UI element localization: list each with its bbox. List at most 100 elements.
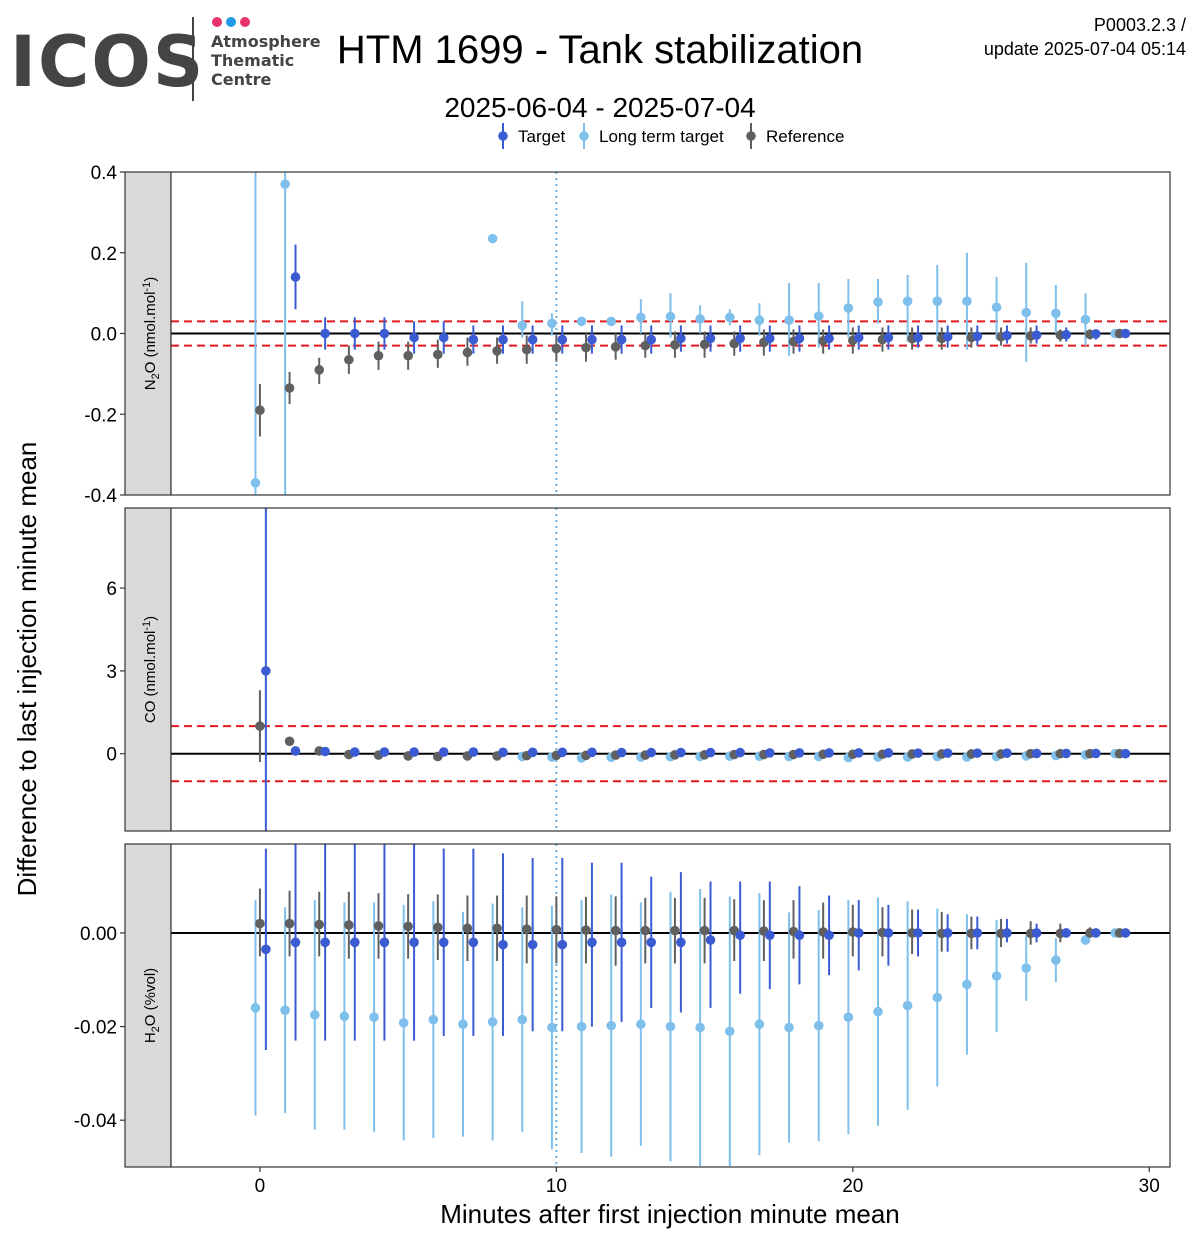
data-point: [705, 935, 716, 945]
logo: ICOS Atmosphere Thematic Centre: [10, 17, 321, 103]
logo-sub-2: Thematic: [211, 51, 294, 70]
data-point: [765, 333, 775, 344]
legend-item-2: Long term target: [579, 123, 724, 149]
data-point: [438, 937, 449, 948]
data-point: [962, 979, 972, 990]
data-point: [765, 748, 775, 758]
data-point: [462, 347, 473, 358]
data-point: [587, 334, 597, 345]
data-point: [932, 992, 943, 1003]
data-point: [665, 311, 676, 322]
data-point: [1051, 308, 1061, 319]
panel-strip-label: H2O (%vol): [142, 968, 162, 1043]
strip-label-part: -1: [141, 282, 153, 292]
data-point: [1091, 329, 1101, 339]
data-point: [261, 944, 271, 955]
y-tick-label: -0.02: [74, 1018, 117, 1039]
data-point: [468, 334, 479, 345]
data-point: [521, 344, 532, 355]
series-target: [261, 844, 1131, 1050]
data-point: [676, 747, 686, 758]
data-point: [349, 747, 360, 757]
data-point: [754, 1019, 765, 1030]
data-point: [1120, 748, 1131, 759]
panel-strip: [124, 843, 172, 1168]
data-point: [462, 923, 473, 934]
legend-label: Reference: [766, 127, 844, 146]
data-point: [754, 315, 765, 325]
data-point: [1002, 330, 1012, 341]
data-point: [1091, 928, 1101, 938]
data-point: [640, 340, 651, 351]
data-point: [670, 925, 680, 936]
data-point: [705, 333, 716, 344]
data-point: [398, 1018, 409, 1028]
y-tick-label: 0.00: [80, 924, 117, 945]
data-point: [873, 297, 883, 307]
series-long-term-target: [250, 888, 1125, 1167]
data-point: [314, 919, 325, 930]
legend-key-dot: [746, 131, 756, 141]
data-point: [765, 930, 775, 941]
data-point: [403, 921, 413, 932]
data-point: [468, 747, 479, 757]
data-point: [349, 937, 360, 948]
data-point: [913, 748, 923, 758]
data-point: [557, 334, 568, 345]
legend-item-1: Target: [498, 123, 566, 149]
panel-strip-label: N2O (nmol.mol-1): [141, 277, 162, 390]
x-tick-label: 30: [1139, 1176, 1160, 1197]
data-point: [403, 350, 413, 361]
data-point: [972, 748, 983, 758]
data-point: [843, 1012, 854, 1023]
data-point: [438, 747, 449, 757]
series-target: [261, 508, 1131, 831]
strip-label-part: CO (nmol.mol: [142, 631, 159, 724]
data-point: [913, 928, 923, 938]
data-point: [581, 925, 591, 935]
legend-item-3: Reference: [746, 123, 844, 149]
data-point: [883, 928, 894, 938]
data-point: [1002, 928, 1012, 938]
data-point: [547, 1022, 557, 1033]
data-point: [498, 939, 508, 950]
data-point: [344, 920, 354, 930]
data-point: [1031, 748, 1042, 759]
data-point: [883, 332, 894, 343]
data-point: [853, 928, 864, 938]
data-point: [373, 350, 384, 361]
data-point: [492, 346, 502, 356]
data-point: [527, 747, 538, 758]
x-tick-label: 0: [255, 1176, 266, 1197]
data-point: [616, 747, 627, 758]
data-point: [705, 747, 716, 758]
data-point: [581, 342, 591, 353]
data-point: [498, 747, 508, 758]
data-point: [290, 937, 301, 948]
data-point: [349, 328, 360, 339]
data-point: [813, 1020, 824, 1031]
data-point: [932, 296, 943, 307]
x-tick-label: 20: [842, 1176, 863, 1197]
data-point: [290, 746, 301, 756]
y-tick-label: 0.0: [91, 325, 117, 346]
y-tick-label: 0.2: [91, 244, 117, 265]
data-point: [280, 1005, 290, 1015]
data-point: [576, 1021, 587, 1032]
data-point: [1051, 955, 1061, 965]
y-tick-label: -0.2: [84, 405, 117, 426]
data-point: [551, 924, 562, 935]
data-point: [853, 748, 864, 758]
data-point: [517, 320, 528, 331]
data-point: [699, 925, 710, 936]
panel-border: [170, 843, 1171, 1168]
data-point: [1080, 314, 1091, 325]
y-tick-label: 0: [106, 745, 117, 766]
data-point: [521, 924, 532, 934]
x-tick-label: 10: [546, 1176, 567, 1197]
logo-dot-2: [226, 17, 236, 27]
legend-key-dot: [579, 131, 589, 141]
data-point: [250, 478, 261, 488]
panel-1: N2O (nmol.mol-1) -0.4 -0.2 0.0 0.2 0.4: [84, 163, 1171, 507]
data-point: [557, 747, 568, 758]
